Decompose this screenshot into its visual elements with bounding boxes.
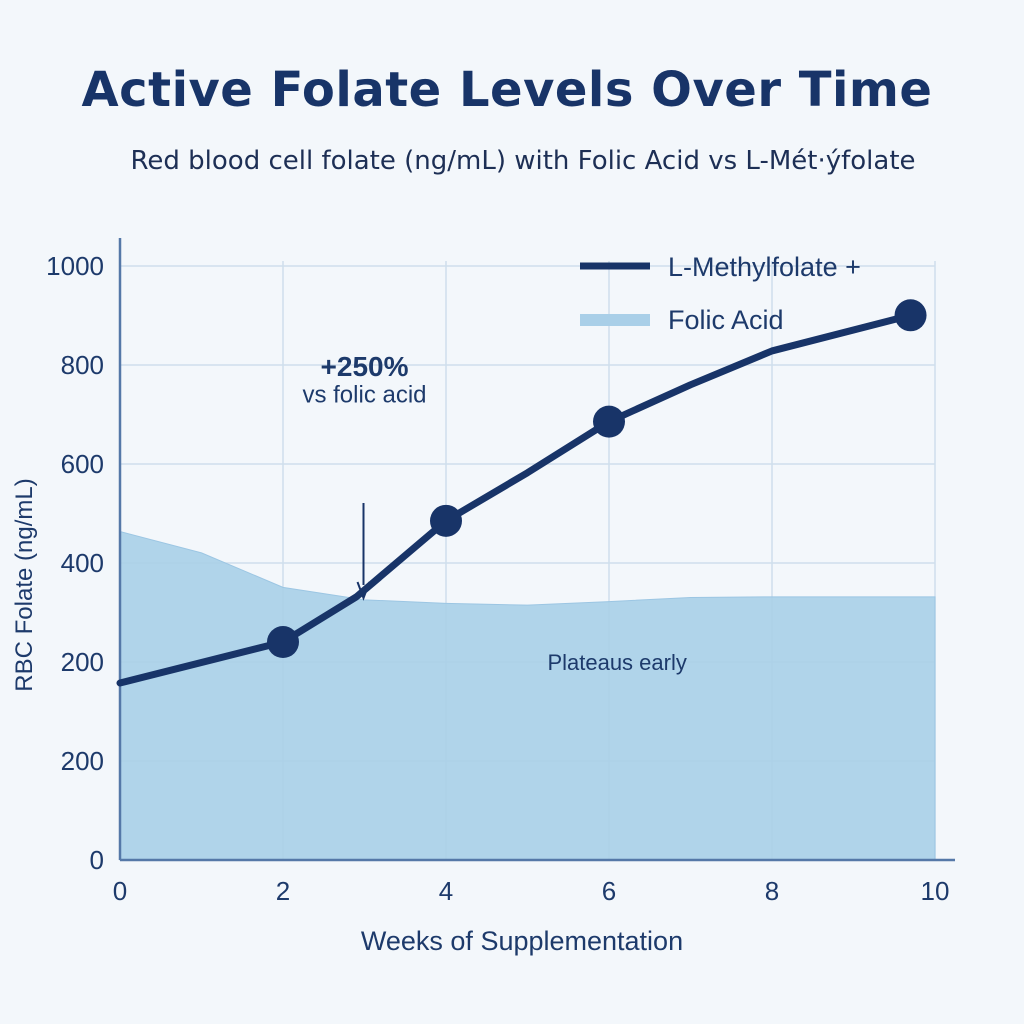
y-tick-label: 0 (90, 845, 104, 875)
chart-subtitle: Red blood cell folate (ng/mL) with Folic… (130, 146, 916, 176)
y-tick-label: 600 (61, 449, 104, 479)
legend-swatch-folic-acid (580, 314, 650, 326)
folic-acid-area (119, 530, 936, 861)
data-point-marker (267, 626, 299, 659)
x-tick-label: 6 (602, 876, 616, 906)
methylfolate-line (116, 311, 915, 687)
chart-title: Active Folate Levels Over Time (81, 62, 933, 118)
annotation-text: Plateaus early (547, 650, 686, 675)
annotation-text: +250% (321, 351, 409, 382)
y-tick-label: 800 (61, 350, 104, 380)
legend: L-Methylfolate + Folic Acid (580, 252, 861, 335)
annotation-text: vs folic acid (302, 382, 426, 409)
y-axis-label: RBC Folate (ng/mL) (11, 478, 38, 691)
y-tick-label: 200 (61, 647, 104, 677)
data-point-marker (894, 299, 927, 332)
axes (118, 238, 955, 862)
y-tick-label: 200 (61, 746, 104, 776)
tick-labels: 1000 800 600 400 200 200 00 2 4 6 8 10 (46, 251, 949, 906)
data-point-marker (593, 405, 625, 438)
x-tick-label: 0 (113, 876, 127, 906)
x-tick-label: 2 (276, 876, 290, 906)
annotations: +250%vs folic acid Plateaus early (302, 351, 686, 675)
x-axis-label: Weeks of Supplementation (361, 926, 683, 956)
data-point-marker (430, 504, 462, 537)
y-tick-label: 400 (61, 548, 104, 578)
x-tick-label: 4 (439, 876, 453, 906)
legend-label-methylfolate: L-Methylfolate + (668, 252, 861, 282)
legend-label-folic-acid: Folic Acid (668, 305, 784, 335)
methylfolate-markers (267, 299, 927, 659)
y-tick-label: 1000 (46, 251, 104, 281)
x-tick-label: 10 (921, 876, 950, 906)
x-tick-label: 8 (765, 876, 779, 906)
